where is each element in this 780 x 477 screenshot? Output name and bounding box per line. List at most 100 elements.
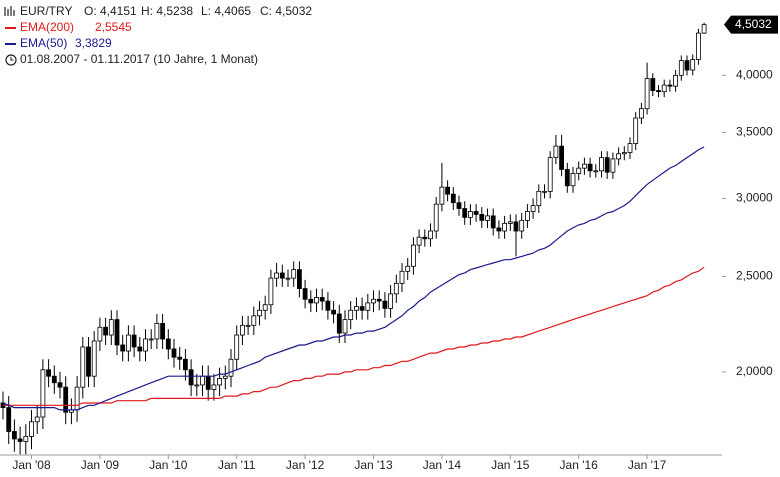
y-tick-label: 2,0000 (736, 364, 773, 378)
symbol: EUR/TRY (20, 4, 72, 18)
candle-body (701, 24, 707, 34)
candle-body (314, 297, 319, 304)
candle-body (143, 338, 148, 352)
candle-body (530, 205, 536, 212)
candle-body (439, 186, 445, 205)
candle-body (296, 269, 302, 289)
candle-body (428, 230, 433, 240)
candle-body (23, 436, 29, 442)
candle-body (308, 298, 314, 304)
candle-body (365, 302, 371, 311)
stat-open: O: 4,4151 (84, 4, 137, 18)
clock-hands (10, 57, 14, 61)
candle-body (513, 221, 519, 232)
candle-body (576, 167, 582, 174)
candle-body (46, 369, 51, 377)
candle-body (616, 153, 621, 160)
candle-body (382, 300, 388, 309)
candle-body (639, 108, 644, 119)
candle-body (251, 315, 257, 326)
candle-body (684, 60, 690, 71)
candle-body (205, 375, 211, 390)
candle-body (582, 163, 587, 169)
candle-body (137, 346, 143, 352)
candle-body (279, 272, 285, 279)
x-tick-label: Jan '17 (628, 458, 667, 472)
candle-body (274, 272, 280, 279)
candle-body (29, 421, 34, 437)
candle-body (97, 326, 103, 342)
clock-icon (5, 54, 17, 66)
candle-body (359, 306, 365, 311)
candle-body (376, 298, 382, 302)
candle-body (445, 186, 451, 195)
candle-body (587, 163, 593, 172)
header: EUR/TRY O: 4,4151 H: 4,5238 L: 4,4065 C:… (20, 4, 312, 66)
x-tick-label: Jan '12 (286, 458, 325, 472)
candle-body (91, 340, 97, 377)
candle-body (222, 375, 228, 379)
last-price-box (724, 15, 778, 34)
candle-body (644, 78, 650, 110)
candle-body (182, 358, 188, 371)
candle-body (194, 384, 200, 387)
candle-body (188, 369, 194, 386)
candle-body (633, 117, 639, 145)
candle-body (399, 270, 405, 284)
candle-body (34, 416, 40, 423)
candle-body (342, 319, 348, 334)
candle-body (171, 348, 177, 358)
candle-body (285, 277, 291, 280)
ema-line (2, 146, 705, 411)
x-tick-label: Jan '13 (354, 458, 393, 472)
candle-body (11, 431, 17, 440)
legend-ema50-value: 3,3829 (75, 36, 112, 50)
candle-body (239, 324, 245, 336)
candle-body (325, 300, 331, 311)
candle-body (553, 145, 559, 159)
candle-body (661, 84, 667, 93)
candle-body (490, 215, 496, 229)
candle-body (599, 157, 604, 172)
candle-body (502, 222, 508, 232)
candle-body (103, 326, 108, 336)
candle-body (331, 309, 337, 315)
candle-body (57, 382, 63, 388)
candle-body (228, 358, 234, 377)
x-tick-label: Jan '11 (218, 458, 256, 472)
candle-body (496, 227, 502, 232)
candle-body (63, 386, 69, 413)
candle-body (450, 193, 456, 204)
candle-body (245, 324, 251, 327)
legend-ema50: EMA(50) (20, 36, 67, 50)
candle-body (696, 32, 701, 60)
x-tick-label: Jan '16 (560, 458, 599, 472)
candle-body (51, 375, 57, 384)
candle-body (479, 214, 485, 221)
candle-body (559, 145, 564, 170)
candle-body (302, 288, 308, 300)
candle-body (74, 386, 80, 411)
x-tick-label: Jan '15 (491, 458, 530, 472)
candle-body (433, 203, 439, 232)
candle-body (485, 215, 490, 221)
candle-body (262, 304, 268, 311)
ema-line (3, 266, 705, 406)
candle-body (108, 319, 114, 336)
candle-body (6, 407, 12, 432)
x-tick-label: Jan '08 (12, 458, 51, 472)
candle-body (17, 438, 23, 442)
candle-body (678, 60, 684, 76)
candle-body (564, 169, 570, 187)
candle-body (126, 334, 131, 352)
candle-body (154, 323, 160, 340)
candle-body (353, 306, 359, 311)
candle-body (593, 170, 599, 173)
candle-body (690, 59, 696, 71)
y-tick-label: 2,5000 (736, 269, 773, 283)
candle-body (319, 297, 325, 302)
candle-body (673, 74, 678, 87)
candle-body (165, 338, 171, 350)
